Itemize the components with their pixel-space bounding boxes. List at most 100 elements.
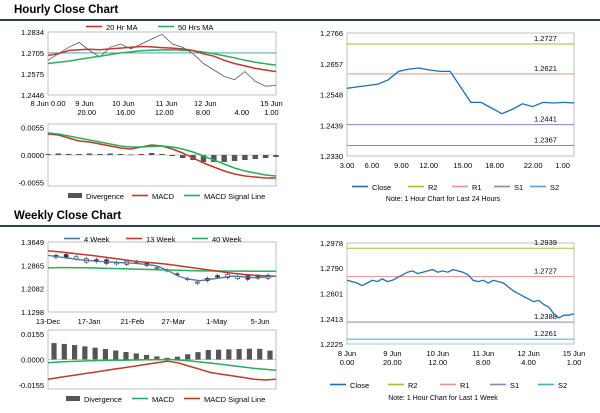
hourly-close-xtick-label: 18.00 <box>485 161 504 170</box>
hourly-section-divider <box>0 19 600 21</box>
hourly-macd-divergence-bar <box>180 155 186 158</box>
hourly-macd-divergence-bar <box>242 155 248 160</box>
hourly-macd-legend-divergence-label: Divergence <box>86 192 124 201</box>
hourly-ma-plot-frame <box>47 31 277 96</box>
weekly-macd-divergence-bar <box>236 349 242 360</box>
weekly-macd-divergence-bar <box>102 349 109 360</box>
hourly-macd-divergence-bar <box>211 155 217 162</box>
hourly-close-xtick-label: 3.00 <box>340 161 355 170</box>
weekly-close-xtick-bottom: 20.00 <box>383 358 402 367</box>
hourly-close-ytick-label: 1.2657 <box>320 60 343 69</box>
hourly-close-xtick-label: 1.00 <box>555 161 570 170</box>
hourly-macd-divergence-bar <box>45 154 51 155</box>
weekly-close-xtick-top: 8 Jun <box>338 349 356 358</box>
hourly-macd-divergence-bar <box>231 155 238 161</box>
weekly-macd-legend-macd-label: MACD <box>152 395 175 404</box>
weekly-ma-xtick-label: 13-Dec <box>36 317 60 326</box>
weekly-close-ytick-label: 1.2978 <box>320 239 343 248</box>
hourly-close-xtick-label: 12.00 <box>419 161 438 170</box>
hourly-macd-ytick-label: 0.0055 <box>21 124 44 133</box>
hourly-ma-legend-50hr-label: 50 Hrs MA <box>178 23 213 32</box>
hourly-macd-legend-divergence-swatch <box>68 193 82 198</box>
hourly-close-xtick-label: 22.00 <box>524 161 543 170</box>
hourly-close-ytick-label: 1.2330 <box>320 152 343 161</box>
weekly-macd-legend-divergence-label: Divergence <box>84 395 122 404</box>
weekly-close-ytick-label: 1.2790 <box>320 264 343 273</box>
hourly-close-ytick-label: 1.2439 <box>320 121 343 130</box>
hourly-ma-xtick-top: 9 Jun <box>75 99 93 108</box>
weekly-close-xtick-top: 11 Jun <box>472 349 494 358</box>
hourly-close-legend-r2-label: R2 <box>428 183 438 192</box>
hourly-ma-xtick-top: 12 Jun <box>194 99 217 108</box>
weekly-ma-plot-frame <box>47 241 277 313</box>
hourly-close-ytick-label: 1.2548 <box>320 91 343 100</box>
weekly-close-xtick-top: 15 Jun <box>563 349 586 358</box>
weekly-macd-legend-signal-label: MACD Signal Line <box>204 395 265 404</box>
weekly-section-title: Weekly Close Chart <box>14 210 122 222</box>
weekly-macd-divergence-bar <box>257 348 263 360</box>
hourly-ma-xtick-bottom: 4.00 <box>234 108 249 117</box>
weekly-ma-xtick-label: 5-Jun <box>251 317 270 326</box>
hourly-close-legend-s2-label: S2 <box>550 183 559 192</box>
hourly-macd-signal-line <box>47 132 277 177</box>
hourly-macd-legend-macd-label: MACD <box>152 192 175 201</box>
weekly-close-xtick-top: 12 Jun <box>517 349 540 358</box>
weekly-ma-ytick-label: 1.2865 <box>21 261 44 270</box>
weekly-section-divider <box>0 225 600 227</box>
weekly-close-xtick-bottom: 12.00 <box>428 358 447 367</box>
hourly-close-legend-close-label: Close <box>372 183 391 192</box>
weekly-macd-divergence-bar <box>226 349 232 360</box>
weekly-macd-divergence-bar <box>71 345 78 360</box>
weekly-ma-xtick-label: 1-May <box>206 317 227 326</box>
weekly-close-legend-r2-label: R2 <box>408 381 418 390</box>
weekly-macd-divergence-bar <box>195 352 201 360</box>
weekly-macd-signal-line <box>47 358 277 372</box>
hourly-macd-legend-signal-label: MACD Signal Line <box>204 192 265 201</box>
hourly-ma-xtick-top: 15 Jun <box>260 99 283 108</box>
weekly-close-level-r2-label: 1.2939 <box>534 238 557 247</box>
weekly-macd-divergence-bar <box>61 343 67 360</box>
weekly-macd-line <box>47 360 277 381</box>
hourly-close-xtick-label: 15.00 <box>453 161 472 170</box>
weekly-macd-divergence-bar <box>143 354 150 360</box>
weekly-ma-candle-body <box>63 254 69 258</box>
weekly-ma-candle-body <box>215 275 220 278</box>
hourly-macd-divergence-bar <box>169 155 176 156</box>
weekly-macd-divergence-bar <box>51 343 57 360</box>
weekly-close-ytick-label: 1.2225 <box>320 340 343 349</box>
weekly-macd-divergence-bar <box>133 353 139 360</box>
weekly-ma-13wk-line <box>47 250 277 277</box>
weekly-macd-divergence-bar <box>185 354 191 360</box>
hourly-close-level-s1-label: 1.2441 <box>534 115 557 124</box>
hourly-ma-price-line <box>47 33 277 87</box>
weekly-close-xtick-top: 10 Jun <box>427 349 450 358</box>
hourly-ma-xtick-bottom: 20.00 <box>77 108 96 117</box>
hourly-close-plot-frame <box>346 32 575 157</box>
hourly-ma-xtick-bottom: 1.00 <box>264 108 279 117</box>
hourly-close-note: Note: 1 Hour Chart for Last 24 Hours <box>386 196 501 203</box>
weekly-close-level-s2-label: 1.2261 <box>534 329 557 338</box>
hourly-macd-divergence-bar <box>200 155 207 162</box>
hourly-macd-divergence-bar <box>66 154 72 155</box>
hourly-macd-divergence-bar <box>252 155 258 159</box>
hourly-macd-divergence-bar <box>76 154 82 155</box>
hourly-macd-line <box>47 133 276 179</box>
hourly-ma-xtick-bottom: 12.00 <box>155 108 174 117</box>
hourly-close-level-r2-label: 1.2727 <box>534 34 557 43</box>
hourly-macd-divergence-bar <box>148 153 155 155</box>
hourly-macd-divergence-bar <box>138 154 144 155</box>
weekly-close-legend-s1-label: S1 <box>510 381 519 390</box>
weekly-close-xtick-bottom: 4.00 <box>521 358 536 367</box>
weekly-macd-divergence-bar <box>205 349 211 360</box>
weekly-close-xtick-bottom: 8.00 <box>476 358 491 367</box>
weekly-macd-ytick-label: -0.0155 <box>19 381 44 390</box>
weekly-ma-candle-body <box>195 281 200 284</box>
hourly-macd-divergence-bar <box>97 154 103 155</box>
weekly-macd-divergence-bar <box>113 350 119 360</box>
hourly-ma-ytick-label: 1.2575 <box>21 70 44 79</box>
weekly-close-xtick-top: 9 Jun <box>383 349 401 358</box>
weekly-ma-ytick-label: 1.3649 <box>21 238 44 247</box>
weekly-close-xtick-bottom: 0.00 <box>340 358 355 367</box>
hourly-macd-divergence-bar <box>128 154 134 156</box>
hourly-close-legend-s1-label: S1 <box>514 183 523 192</box>
